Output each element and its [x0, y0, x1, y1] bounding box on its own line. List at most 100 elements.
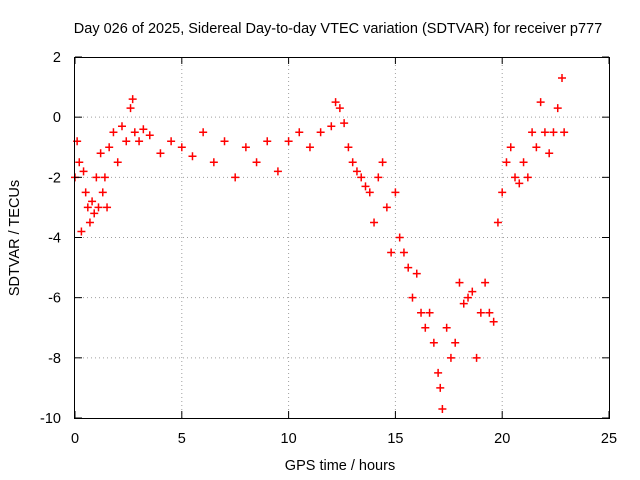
data-point: [284, 137, 293, 146]
data-point: [252, 158, 261, 167]
data-point: [220, 137, 229, 146]
data-point: [468, 287, 477, 296]
data-point: [434, 368, 443, 377]
data-point: [412, 269, 421, 278]
data-point: [506, 143, 515, 152]
data-point: [117, 122, 126, 131]
data-point: [96, 149, 105, 158]
data-point: [295, 128, 304, 137]
data-point: [139, 125, 148, 134]
y-tick-label: -6: [48, 291, 61, 307]
data-point: [145, 131, 154, 140]
y-tick-label: -8: [48, 351, 61, 367]
data-point: [209, 158, 218, 167]
data-point: [109, 128, 118, 137]
data-point: [446, 353, 455, 362]
y-tick-label: -4: [48, 231, 61, 247]
x-axis-ticks: 0 5 10 15 20 25: [71, 57, 617, 447]
plot-area-border: [74, 57, 610, 419]
data-point: [98, 188, 107, 197]
y-tick-label: 2: [53, 50, 61, 66]
x-tick-label: 15: [387, 431, 403, 447]
data-point: [357, 173, 366, 182]
data-point: [464, 293, 473, 302]
x-tick-label: 25: [601, 431, 617, 447]
data-point: [476, 308, 485, 317]
data-point: [92, 173, 101, 182]
x-tick-label: 10: [281, 431, 297, 447]
data-point: [88, 197, 97, 206]
data-point: [85, 218, 94, 227]
data-point: [199, 128, 208, 137]
data-point: [263, 137, 272, 146]
data-point: [489, 317, 498, 326]
data-point: [188, 152, 197, 161]
y-axis-ticks: -10 -8 -6 -4 -2 0 2: [40, 50, 609, 427]
data-point: [305, 143, 314, 152]
data-point: [83, 203, 92, 212]
data-point: [481, 278, 490, 287]
data-point: [502, 158, 511, 167]
data-point: [511, 173, 520, 182]
data-point: [459, 299, 468, 308]
data-point: [335, 104, 344, 113]
data-point: [130, 128, 139, 137]
data-point: [344, 143, 353, 152]
data-point: [126, 104, 135, 113]
data-point: [370, 218, 379, 227]
data-point: [519, 158, 528, 167]
data-point: [536, 98, 545, 107]
data-point: [425, 308, 434, 317]
y-axis-label: SDTVAR / TECUs: [7, 180, 23, 296]
data-point: [391, 188, 400, 197]
data-point: [498, 188, 507, 197]
data-point: [128, 95, 137, 104]
data-point: [540, 128, 549, 137]
data-point: [493, 218, 502, 227]
y-tick-label: -2: [48, 170, 61, 186]
data-point: [327, 122, 336, 131]
x-axis-label: GPS time / hours: [285, 458, 395, 474]
data-point: [100, 173, 109, 182]
x-tick-label: 0: [71, 431, 79, 447]
data-point: [348, 158, 357, 167]
data-point: [417, 308, 426, 317]
data-point: [273, 167, 282, 176]
data-point: [331, 98, 340, 107]
data-point: [241, 143, 250, 152]
data-point: [549, 128, 558, 137]
data-point: [79, 167, 88, 176]
x-tick-label: 20: [494, 431, 510, 447]
data-point: [113, 158, 122, 167]
data-point: [438, 404, 447, 413]
data-point: [429, 338, 438, 347]
data-point: [523, 173, 532, 182]
data-point: [472, 353, 481, 362]
data-point: [75, 158, 84, 167]
data-point: [374, 173, 383, 182]
data-point: [395, 233, 404, 242]
data-point: [340, 119, 349, 128]
data-point: [455, 278, 464, 287]
data-point: [451, 338, 460, 347]
data-point: [352, 167, 361, 176]
y-tick-label: -10: [40, 411, 61, 427]
data-point: [382, 203, 391, 212]
data-point: [553, 104, 562, 113]
data-point: [103, 203, 112, 212]
data-point: [545, 149, 554, 158]
data-point: [177, 143, 186, 152]
data-point: [231, 173, 240, 182]
data-point: [399, 248, 408, 257]
data-point: [421, 323, 430, 332]
data-point: [365, 188, 374, 197]
x-tick-label: 5: [178, 431, 186, 447]
data-point: [77, 227, 86, 236]
data-point: [387, 248, 396, 257]
data-point: [442, 323, 451, 332]
data-point: [167, 137, 176, 146]
data-point: [135, 137, 144, 146]
data-point: [122, 137, 131, 146]
data-point: [378, 158, 387, 167]
